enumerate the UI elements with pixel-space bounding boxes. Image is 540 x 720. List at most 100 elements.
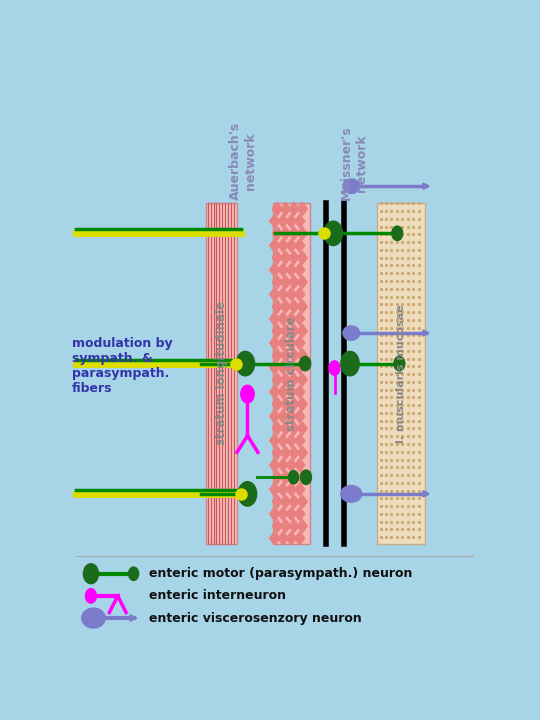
Ellipse shape [343, 326, 360, 341]
Circle shape [85, 589, 96, 603]
Polygon shape [278, 361, 288, 374]
Polygon shape [286, 410, 296, 423]
Polygon shape [289, 422, 299, 435]
Circle shape [341, 351, 359, 376]
Text: enteric viscerosenzory neuron: enteric viscerosenzory neuron [149, 611, 362, 624]
Polygon shape [297, 276, 307, 289]
Ellipse shape [82, 608, 105, 628]
Polygon shape [278, 410, 288, 423]
Polygon shape [278, 483, 288, 496]
Circle shape [288, 471, 299, 484]
Polygon shape [295, 385, 305, 399]
Polygon shape [295, 239, 305, 252]
Polygon shape [297, 348, 307, 362]
Polygon shape [272, 300, 282, 313]
Polygon shape [272, 422, 282, 435]
Circle shape [300, 356, 310, 371]
Circle shape [392, 226, 403, 240]
Polygon shape [297, 422, 307, 435]
Circle shape [324, 221, 342, 246]
Polygon shape [272, 519, 282, 533]
Polygon shape [272, 251, 282, 264]
Polygon shape [272, 227, 282, 240]
Polygon shape [289, 251, 299, 264]
Polygon shape [297, 495, 307, 508]
Polygon shape [297, 300, 307, 313]
Polygon shape [278, 336, 288, 350]
Polygon shape [295, 336, 305, 350]
Polygon shape [272, 446, 282, 459]
Polygon shape [272, 373, 282, 387]
Circle shape [83, 564, 98, 584]
Polygon shape [297, 446, 307, 459]
Polygon shape [272, 397, 282, 410]
Polygon shape [280, 373, 291, 387]
Polygon shape [278, 385, 288, 399]
Polygon shape [278, 459, 288, 472]
Polygon shape [295, 312, 305, 325]
Polygon shape [269, 531, 280, 545]
Polygon shape [269, 385, 280, 399]
Polygon shape [280, 202, 291, 215]
Polygon shape [269, 361, 280, 374]
Polygon shape [295, 361, 305, 374]
Polygon shape [286, 361, 296, 374]
Polygon shape [272, 276, 282, 289]
Text: enteric motor (parasympath.) neuron: enteric motor (parasympath.) neuron [149, 567, 413, 580]
Polygon shape [295, 264, 305, 276]
Polygon shape [289, 276, 299, 289]
Polygon shape [269, 410, 280, 423]
Polygon shape [297, 227, 307, 240]
Polygon shape [280, 300, 291, 313]
Polygon shape [295, 434, 305, 447]
Polygon shape [295, 288, 305, 301]
Polygon shape [286, 239, 296, 252]
Polygon shape [286, 459, 296, 472]
Ellipse shape [343, 179, 360, 194]
Polygon shape [286, 483, 296, 496]
Polygon shape [278, 531, 288, 545]
Circle shape [329, 361, 340, 375]
Text: modulation by
sympath. &
parasympath.
fibers: modulation by sympath. & parasympath. fi… [72, 338, 172, 395]
Polygon shape [272, 348, 282, 362]
Polygon shape [278, 507, 288, 521]
Polygon shape [297, 397, 307, 410]
Ellipse shape [341, 485, 362, 503]
Polygon shape [286, 531, 296, 545]
Polygon shape [269, 239, 280, 252]
Polygon shape [289, 397, 299, 410]
Bar [377, 203, 426, 544]
Circle shape [238, 482, 256, 506]
Polygon shape [278, 288, 288, 301]
Polygon shape [269, 312, 280, 325]
Polygon shape [272, 324, 282, 338]
Polygon shape [272, 471, 282, 484]
Text: stratum circulare: stratum circulare [285, 316, 298, 431]
Polygon shape [289, 446, 299, 459]
Polygon shape [295, 410, 305, 423]
Polygon shape [289, 227, 299, 240]
Polygon shape [297, 202, 307, 215]
Polygon shape [269, 507, 280, 521]
Polygon shape [289, 348, 299, 362]
Polygon shape [286, 288, 296, 301]
Polygon shape [297, 324, 307, 338]
Polygon shape [280, 422, 291, 435]
Polygon shape [289, 202, 299, 215]
Polygon shape [278, 312, 288, 325]
Polygon shape [295, 215, 305, 228]
Polygon shape [278, 239, 288, 252]
Circle shape [129, 567, 139, 580]
Text: l. muscularis mucosae: l. muscularis mucosae [396, 304, 406, 443]
Circle shape [301, 470, 312, 485]
Polygon shape [280, 276, 291, 289]
Polygon shape [280, 251, 291, 264]
Polygon shape [278, 215, 288, 228]
Polygon shape [280, 397, 291, 410]
Text: Meissner's
network: Meissner's network [340, 125, 368, 200]
Polygon shape [286, 434, 296, 447]
Polygon shape [280, 227, 291, 240]
Polygon shape [289, 373, 299, 387]
Polygon shape [269, 434, 280, 447]
Polygon shape [269, 215, 280, 228]
